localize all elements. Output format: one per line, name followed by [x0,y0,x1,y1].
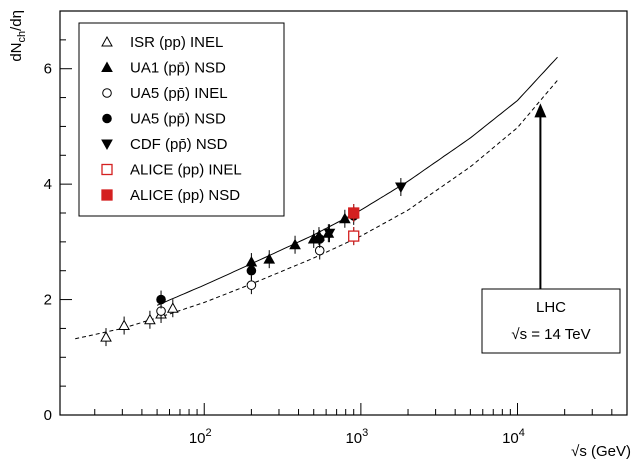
x-tick-label: 104 [502,427,525,447]
inel-fit-curve [75,79,558,340]
legend-marker [101,189,113,201]
data-point [156,294,166,305]
legend-marker [101,61,113,72]
data-point [323,228,336,240]
data-points [100,178,407,347]
data-point [100,331,112,342]
legend-marker [101,163,113,176]
data-point [263,253,276,264]
legend-marker [101,35,113,47]
data-point [166,302,179,313]
lhc-arrow-head [534,103,547,118]
data-point [338,212,351,224]
legend-box [78,22,285,217]
lhc-energy-label: √s = 14 TeV [511,326,590,343]
data-point [314,234,325,244]
y-tick-label: 2 [44,292,52,309]
lhc-label: LHC [536,299,566,316]
data-point [246,265,257,276]
lhc-box [481,288,621,354]
data-point [289,238,301,250]
legend-label: UA5 (pp̄) INEL [130,85,228,102]
legend-label: UA1 (pp̄) NSD [130,60,226,77]
data-point [118,319,130,331]
legend-label: ISR (pp) INEL [130,34,223,51]
y-tick-label: 4 [44,176,52,193]
data-point [144,313,156,325]
data-point [348,207,360,219]
legend-label: CDF (pp̄) NSD [130,136,228,153]
data-point [348,230,360,242]
x-tick-label: 103 [345,427,368,447]
y-tick-label: 0 [44,407,52,424]
y-axis-label: dNch/dη [8,10,28,62]
legend-label: ALICE (pp) NSD [130,187,240,204]
legend-marker [101,139,113,151]
legend-marker [102,113,112,124]
legend-label: ALICE (pp) INEL [130,162,242,179]
x-tick-label: 102 [189,427,212,447]
axis-ticks: 0 2 4 6 102 103 104 [44,10,628,447]
y-tick-label: 6 [44,61,52,78]
legend: ISR (pp) INEL UA1 (pp̄) NSD UA5 (pp̄) INEL… [78,22,285,217]
data-point [395,182,407,194]
legend-marker [102,88,112,98]
x-axis-label: √s (GeV) [571,443,631,460]
data-point [246,280,257,290]
lhc-annotation: LHC √s = 14 TeV [481,103,621,354]
legend-label: UA5 (pp̄) NSD [130,111,226,128]
